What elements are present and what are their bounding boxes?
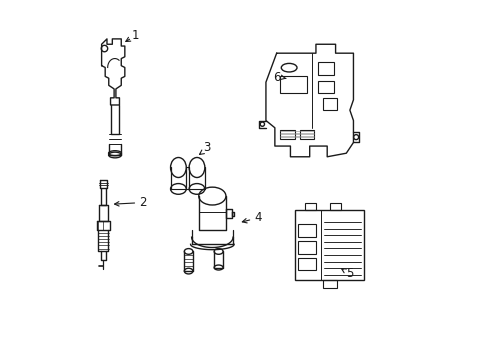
Bar — [280, 130, 294, 139]
Bar — [299, 130, 313, 139]
Bar — [280, 76, 306, 93]
Text: 4: 4 — [254, 211, 261, 224]
Bar — [294, 210, 364, 280]
Bar — [317, 81, 333, 93]
Text: 2: 2 — [139, 196, 146, 209]
Text: 1: 1 — [132, 29, 139, 42]
Bar — [298, 224, 315, 237]
Bar — [298, 241, 315, 253]
Bar — [305, 203, 315, 210]
Bar — [317, 62, 333, 75]
Bar — [323, 280, 337, 288]
Bar — [298, 258, 315, 270]
Text: 6: 6 — [273, 71, 281, 84]
Bar — [329, 203, 340, 210]
Text: 5: 5 — [346, 267, 353, 280]
Bar — [323, 98, 337, 110]
Text: 3: 3 — [203, 141, 210, 154]
